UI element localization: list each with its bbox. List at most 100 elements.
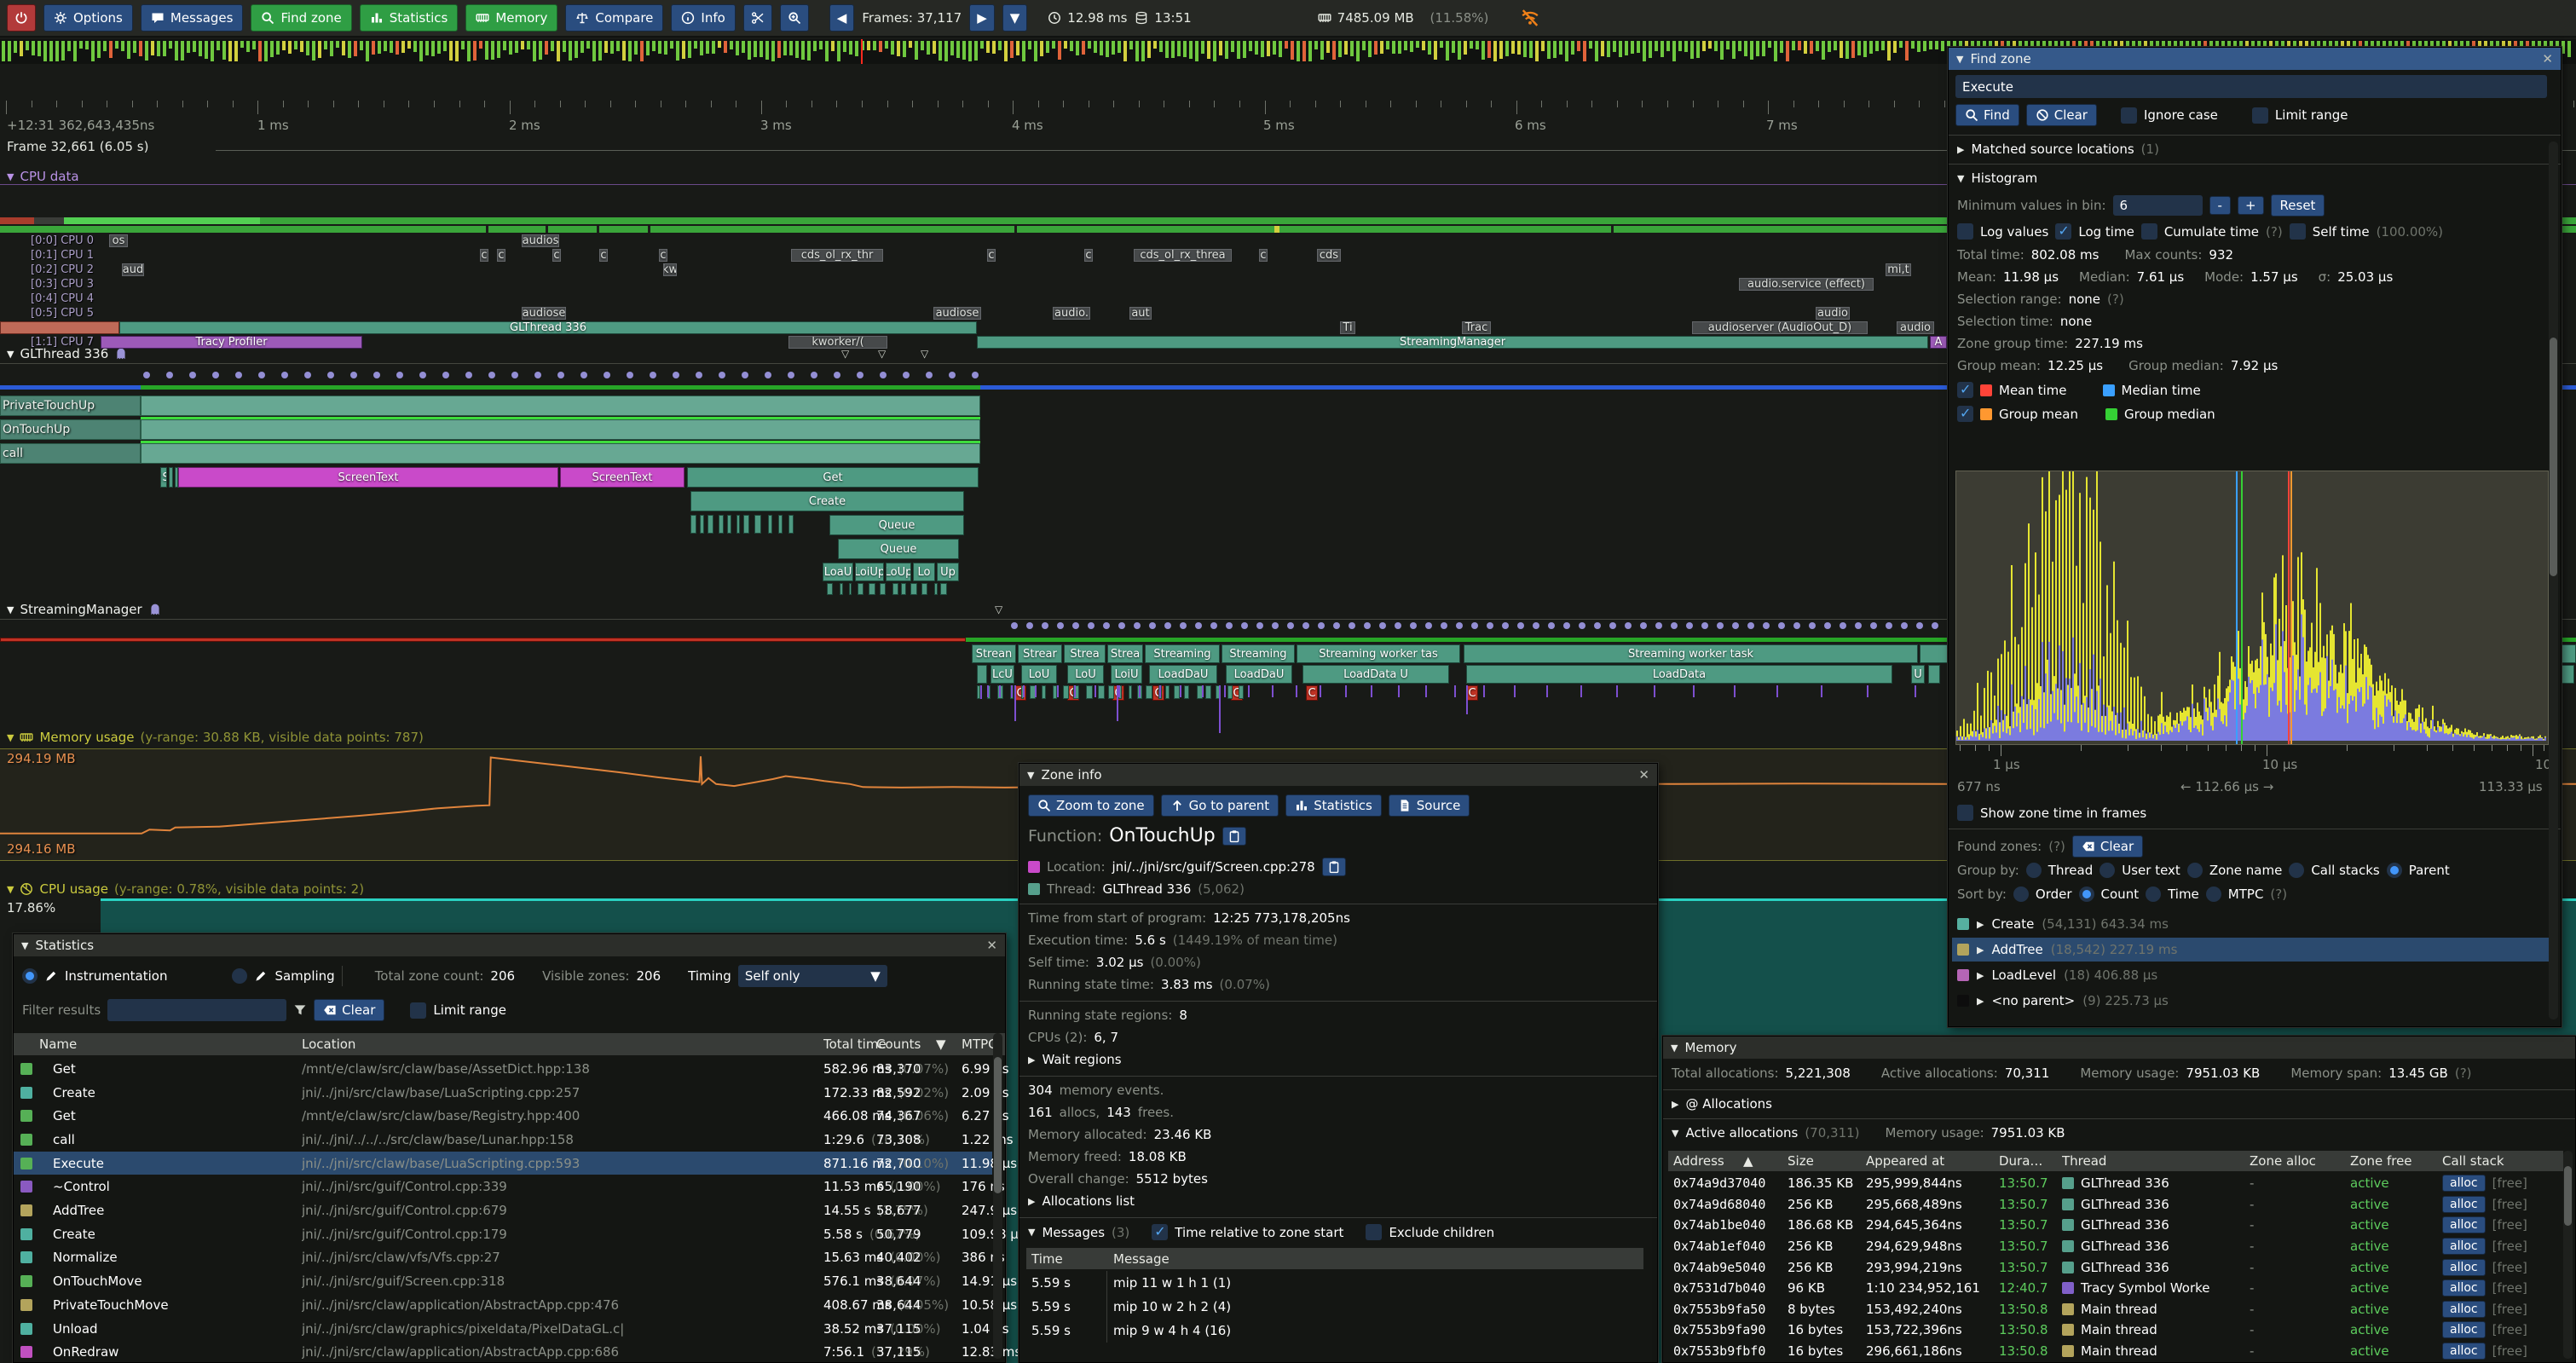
timeline-zone[interactable] xyxy=(1502,622,1509,629)
timeline-zone[interactable] xyxy=(903,372,910,378)
timeline-zone[interactable]: c xyxy=(659,249,667,262)
copy-location-button[interactable] xyxy=(1321,858,1346,876)
timeline-zone[interactable] xyxy=(1732,622,1739,629)
table-row[interactable]: Get /mnt/e/claw/src/claw/base/Registry.h… xyxy=(14,1104,1009,1128)
timeline-zone[interactable]: U xyxy=(1911,665,1925,684)
timeline-zone[interactable] xyxy=(880,372,887,378)
timeline-zone[interactable]: mi,t xyxy=(1886,263,1911,276)
funnel-icon[interactable] xyxy=(293,1003,307,1017)
timeline-zone[interactable]: os xyxy=(109,234,128,247)
timeline-zone[interactable] xyxy=(827,583,834,595)
table-row[interactable]: Get /mnt/e/claw/src/claw/base/AssetDict.… xyxy=(14,1057,1009,1081)
table-row[interactable]: Create jni/../jni/src/guif/Control.cpp:1… xyxy=(14,1222,1025,1246)
timeline-zone[interactable] xyxy=(1686,622,1693,629)
statistics-titlebar[interactable]: ▼ Statistics ✕ xyxy=(14,934,1005,956)
statistics-button[interactable]: Statistics xyxy=(359,4,459,32)
timeline-zone[interactable] xyxy=(281,372,288,378)
timeline-zone[interactable] xyxy=(879,583,887,595)
timeline-zone[interactable] xyxy=(0,638,966,642)
timeline-zone[interactable] xyxy=(258,372,265,378)
timeline-zone[interactable]: Queue xyxy=(838,539,959,559)
timeline-zone[interactable] xyxy=(1855,622,1862,629)
timeline-zone[interactable] xyxy=(534,372,541,378)
timeline-zone[interactable] xyxy=(926,372,933,378)
time-relative-checkbox[interactable] xyxy=(1152,1223,1169,1240)
memory-titlebar[interactable]: ▼ Memory xyxy=(1663,1037,2575,1059)
timeline-zone[interactable] xyxy=(1296,685,1297,697)
table-row[interactable]: OnTouchMove jni/../jni/src/guif/Screen.c… xyxy=(14,1269,1017,1293)
timeline-zone[interactable] xyxy=(465,372,472,378)
timeline-zone[interactable] xyxy=(1734,685,1736,697)
timeline-zone[interactable] xyxy=(1579,622,1585,629)
alloc-callstack-button[interactable]: alloc xyxy=(2442,1195,2486,1213)
power-button[interactable] xyxy=(7,4,36,32)
timeline-zone[interactable] xyxy=(921,583,928,595)
memory-button[interactable]: Memory xyxy=(465,4,558,32)
timeline-zone[interactable]: LoU xyxy=(1067,665,1104,684)
timeline-zone[interactable] xyxy=(1287,622,1294,629)
histogram-header[interactable]: ▼ Histogram xyxy=(1957,170,2038,186)
timeline-zone[interactable]: A xyxy=(1930,336,1947,349)
timeline-zone[interactable] xyxy=(754,515,761,534)
timeline-zone[interactable]: c xyxy=(497,249,505,262)
timeline-zone[interactable]: Queue xyxy=(829,515,964,535)
timeline-zone[interactable] xyxy=(488,372,495,378)
table-row[interactable]: call jni/../jni/../../../src/claw/base/L… xyxy=(14,1128,1014,1152)
timeline-zone[interactable] xyxy=(1202,685,1204,697)
timeline-zone[interactable] xyxy=(1088,622,1095,629)
timeline-zone[interactable] xyxy=(857,372,863,378)
timeline-zone[interactable] xyxy=(1398,685,1400,697)
timeline-zone[interactable] xyxy=(1086,685,1094,699)
timeline-zone[interactable] xyxy=(1226,622,1233,629)
timeline-zone[interactable] xyxy=(212,372,219,378)
alloc-callstack-button[interactable]: alloc xyxy=(2442,1258,2486,1276)
timeline-zone[interactable] xyxy=(966,638,2576,642)
table-row[interactable]: AddTree jni/../jni/src/guif/Control.cpp:… xyxy=(14,1198,1017,1222)
timeline-zone[interactable] xyxy=(1487,622,1493,629)
statistics-scrollbar[interactable] xyxy=(993,1033,1002,1359)
timeline-zone[interactable] xyxy=(1778,622,1785,629)
go-to-parent-button[interactable]: Go to parent xyxy=(1160,794,1279,817)
group-mean-checkbox[interactable] xyxy=(1957,405,1973,422)
timeline-zone[interactable] xyxy=(1870,622,1877,629)
sort-by-option[interactable]: Count xyxy=(2078,887,2139,902)
timeline-zone[interactable]: cds_ol_rx_thr xyxy=(791,249,883,262)
timeline-zone[interactable] xyxy=(1011,622,1018,629)
instrumentation-radio[interactable] xyxy=(22,968,38,984)
tools-button[interactable] xyxy=(742,4,772,32)
timeline-zone[interactable]: LcU xyxy=(991,665,1014,684)
zoom-to-zone-button[interactable]: Zoom to zone xyxy=(1028,794,1154,817)
timeline-zone[interactable] xyxy=(1238,685,1244,699)
group-by-option[interactable]: User text xyxy=(2099,863,2180,878)
timeline-zone[interactable] xyxy=(0,321,119,334)
timeline-zone[interactable] xyxy=(419,372,426,378)
timeline-zone[interactable]: c xyxy=(1259,249,1268,262)
sort-by-option[interactable]: MTPC xyxy=(2205,887,2263,902)
filter-input[interactable] xyxy=(107,999,287,1021)
timeline-zone[interactable] xyxy=(511,372,518,378)
reset-button[interactable]: Reset xyxy=(2270,194,2325,217)
timeline-zone[interactable] xyxy=(1533,622,1539,629)
stats-limit-range-checkbox[interactable] xyxy=(410,1002,427,1019)
table-row[interactable]: Execute jni/../jni/src/claw/base/LuaScri… xyxy=(14,1151,1017,1175)
timeline-zone[interactable] xyxy=(1395,622,1401,629)
timeline-zone[interactable] xyxy=(1580,685,1582,697)
timeline-zone[interactable] xyxy=(1145,685,1152,699)
timeline-zone[interactable]: Lo xyxy=(913,563,935,581)
timeline-zone[interactable] xyxy=(1139,685,1141,697)
timeline-zone[interactable] xyxy=(650,372,656,378)
timeline-zone[interactable] xyxy=(1197,685,1203,699)
find-zone-titlebar[interactable]: ▼ Find zone ✕ xyxy=(1949,48,2561,70)
clear-button[interactable]: Clear xyxy=(2025,104,2097,126)
timeline-zone[interactable] xyxy=(1371,685,1372,697)
timeline-zone[interactable]: cds xyxy=(1317,249,1341,262)
timeline-zone[interactable] xyxy=(910,583,917,595)
timeline-zone[interactable]: Tracy Profiler xyxy=(101,336,362,349)
zone-statistics-button[interactable]: Statistics xyxy=(1285,794,1382,817)
timeline-zone[interactable] xyxy=(1333,622,1340,629)
timeline-zone[interactable] xyxy=(1318,622,1325,629)
exclude-children-checkbox[interactable] xyxy=(1366,1224,1383,1240)
messages-header[interactable]: ▼Messages(3) Time relative to zone start… xyxy=(1028,1223,1494,1240)
timeline-zone[interactable] xyxy=(1118,685,1120,697)
timeline-zone[interactable]: Ti xyxy=(1340,321,1355,334)
